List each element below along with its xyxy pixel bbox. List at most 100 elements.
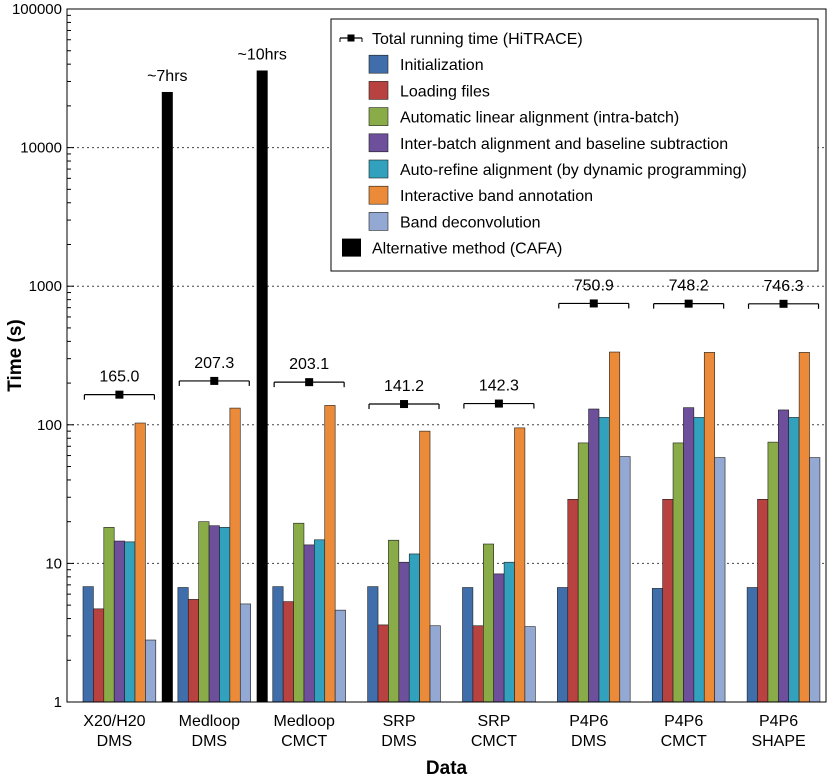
- bar: [103, 527, 115, 703]
- legend-label: Loading files: [400, 83, 490, 100]
- legend-swatch: [368, 133, 389, 153]
- y-tick-label: 100000: [12, 1, 62, 18]
- legend-label: Initialization: [400, 57, 484, 74]
- total-value-label: 207.3: [194, 355, 234, 372]
- bar: [809, 457, 821, 703]
- total-value-label: 165.0: [99, 369, 139, 386]
- legend-label: Alternative method (CAFA): [372, 241, 562, 258]
- bar: [651, 588, 663, 703]
- total-value-label: 748.2: [669, 278, 709, 295]
- x-axis-label: Data: [426, 758, 468, 778]
- bar: [187, 599, 199, 703]
- bar: [177, 587, 189, 703]
- y-tick-label: 100: [37, 417, 62, 434]
- total-marker: [589, 299, 598, 308]
- total-markers: 165.0 207.3 203.1 141.2 142.3 750.9 748.2 746.3: [83, 277, 820, 410]
- y-tick-label: 10: [45, 555, 62, 572]
- bar: [134, 422, 146, 703]
- bar: [229, 407, 241, 703]
- legend-swatch: [368, 81, 389, 100]
- bar: [82, 586, 94, 703]
- legend-swatch: [368, 185, 389, 205]
- bar: [219, 527, 231, 703]
- legend-label: Auto-refine alignment (by dynamic progra…: [400, 162, 747, 179]
- legend-label: Band deconvolution: [400, 214, 541, 231]
- bar: [324, 405, 336, 703]
- bar: [334, 609, 346, 703]
- legend-box: [330, 18, 819, 272]
- bar: [714, 457, 726, 703]
- x-tick-label: Medloop: [274, 713, 335, 730]
- total-marker: [779, 299, 788, 308]
- plot-frame: [66, 8, 827, 703]
- bar: [239, 603, 251, 703]
- bar: [303, 544, 315, 703]
- bar: [208, 525, 220, 703]
- legend: Total running time (HiTRACE) Initializati…: [330, 18, 819, 272]
- x-tick-label: SRP: [383, 713, 416, 730]
- bar: [767, 441, 779, 703]
- bar: [113, 540, 125, 703]
- bar: [746, 587, 758, 703]
- bar: [514, 427, 526, 703]
- bar: [93, 608, 105, 703]
- x-tick-label: P4P6: [664, 713, 703, 730]
- bar: [577, 442, 589, 703]
- bar: [588, 408, 600, 703]
- legend-swatch: [368, 107, 389, 126]
- bar: [419, 430, 431, 703]
- bar: [757, 499, 769, 703]
- y-axis-label: Time (s): [5, 319, 26, 392]
- bar: [703, 352, 715, 703]
- y-tick-label: 10000: [20, 140, 62, 157]
- x-tick-label: P4P6: [569, 713, 608, 730]
- bar: [482, 543, 494, 703]
- bar: [462, 587, 474, 703]
- legend-label: Automatic linear alignment (intra-batch): [400, 110, 679, 127]
- bar: [683, 407, 695, 703]
- total-marker: [684, 299, 693, 308]
- y-tick-label: 1: [54, 694, 62, 711]
- alternative-bar: [256, 70, 268, 703]
- bar: [798, 352, 810, 703]
- x-tick-label: P4P6: [759, 713, 798, 730]
- bar: [398, 561, 410, 703]
- bar: [282, 601, 294, 703]
- bar-group: [82, 351, 821, 703]
- legend-swatch: [342, 238, 361, 257]
- x-tick-label: Medloop: [179, 713, 240, 730]
- alternative-bars: ~7hrs ~10hrs: [147, 46, 287, 703]
- total-value-label: 141.2: [384, 378, 424, 395]
- legend-label: Interactive band annotation: [400, 188, 593, 205]
- bar: [567, 499, 579, 703]
- bar: [503, 561, 515, 703]
- x-tick-label: DMS: [192, 733, 228, 750]
- bar: [124, 541, 136, 703]
- total-value-label: 746.3: [764, 278, 804, 295]
- axes: 1 10 100 1000 10000 100000 X20/H20 DMS Medloop DM…: [12, 1, 806, 750]
- x-tick-label: CMCT: [281, 733, 327, 750]
- bar: [198, 521, 210, 703]
- bar: [493, 573, 505, 703]
- bar: [619, 456, 631, 703]
- total-value-label: 142.3: [479, 378, 519, 395]
- alternative-bar-label: ~10hrs: [237, 46, 286, 63]
- legend-label: Inter-batch alignment and baseline subtr…: [400, 136, 728, 153]
- legend-swatch: [368, 212, 389, 231]
- bar: [293, 522, 305, 703]
- x-tick-label: DMS: [97, 733, 133, 750]
- bar: [272, 586, 284, 703]
- total-marker: [210, 376, 219, 385]
- legend-swatch: [368, 54, 389, 74]
- y-tick-label: 1000: [29, 278, 62, 295]
- bar: [557, 587, 569, 703]
- x-tick-label: X20/H20: [83, 713, 145, 730]
- bar: [314, 539, 326, 703]
- bar: [408, 553, 420, 703]
- bar: [598, 417, 610, 703]
- bar: [693, 417, 705, 703]
- bar: [524, 626, 536, 703]
- bar: [672, 442, 684, 703]
- total-marker: [305, 378, 314, 387]
